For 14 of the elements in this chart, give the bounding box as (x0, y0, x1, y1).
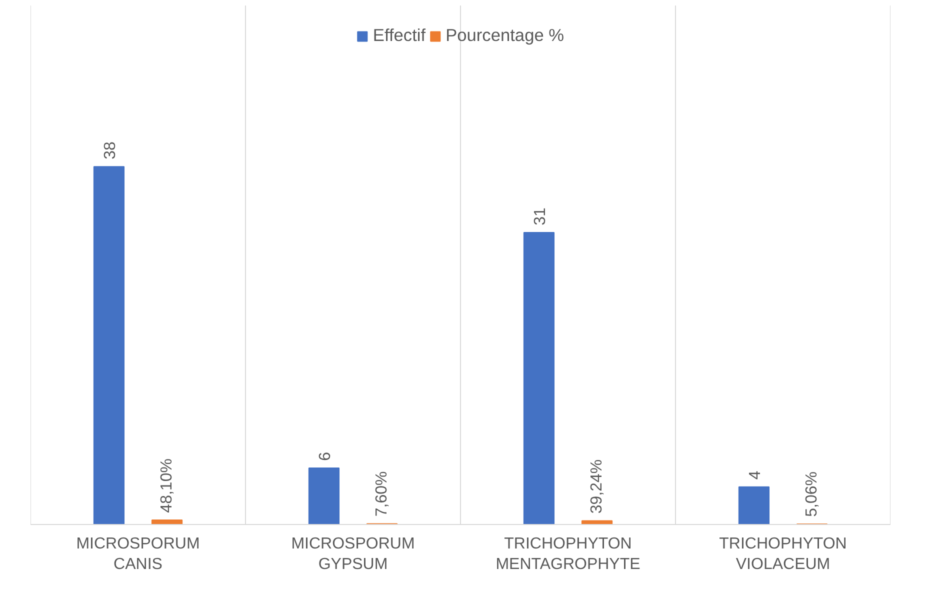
x-tick-label: TRICHOPHYTON MENTAGROPHYTE (496, 536, 640, 573)
x-tick-label: MICROSPORUM CANIS (76, 536, 200, 573)
x-tick-label: TRICHOPHYTON VIOLACEUM (719, 536, 847, 573)
data-label: 38 (102, 142, 119, 160)
legend-label: Pourcentage % (446, 25, 564, 46)
data-label: 5,06% (804, 471, 821, 517)
data-label: 39,24% (588, 459, 606, 514)
legend-label: Effectif (372, 25, 426, 46)
data-label: 7,60% (374, 471, 391, 517)
data-label: 48,10% (158, 458, 176, 513)
x-tick-label: MICROSPORUM GYPSUM (291, 536, 415, 573)
data-label: 6 (316, 452, 334, 461)
data-label: 31 (532, 207, 549, 226)
data-label: 4 (746, 470, 764, 480)
